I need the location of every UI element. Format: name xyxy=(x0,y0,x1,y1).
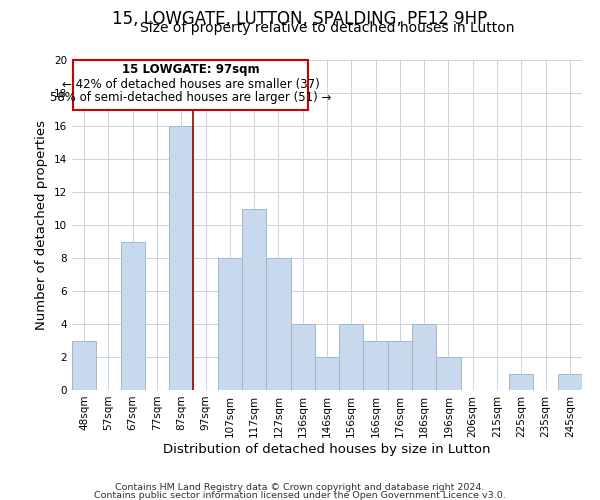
Bar xyxy=(364,340,388,390)
Bar xyxy=(266,258,290,390)
Bar xyxy=(218,258,242,390)
Text: 15, LOWGATE, LUTTON, SPALDING, PE12 9HP: 15, LOWGATE, LUTTON, SPALDING, PE12 9HP xyxy=(112,10,488,28)
X-axis label: Distribution of detached houses by size in Lutton: Distribution of detached houses by size … xyxy=(163,442,491,456)
Bar xyxy=(339,324,364,390)
Text: Contains HM Land Registry data © Crown copyright and database right 2024.: Contains HM Land Registry data © Crown c… xyxy=(115,483,485,492)
Text: 58% of semi-detached houses are larger (51) →: 58% of semi-detached houses are larger (… xyxy=(50,92,331,104)
Bar xyxy=(242,208,266,390)
Bar xyxy=(412,324,436,390)
Bar xyxy=(72,340,96,390)
Bar xyxy=(388,340,412,390)
Y-axis label: Number of detached properties: Number of detached properties xyxy=(35,120,49,330)
Text: ← 42% of detached houses are smaller (37): ← 42% of detached houses are smaller (37… xyxy=(62,78,319,91)
Bar xyxy=(315,357,339,390)
Bar xyxy=(436,357,461,390)
Bar xyxy=(121,242,145,390)
Text: Contains public sector information licensed under the Open Government Licence v3: Contains public sector information licen… xyxy=(94,490,506,500)
Text: 15 LOWGATE: 97sqm: 15 LOWGATE: 97sqm xyxy=(122,64,259,76)
Bar xyxy=(509,374,533,390)
Title: Size of property relative to detached houses in Lutton: Size of property relative to detached ho… xyxy=(140,21,514,35)
Bar xyxy=(290,324,315,390)
Bar xyxy=(558,374,582,390)
Bar xyxy=(169,126,193,390)
FancyBboxPatch shape xyxy=(73,60,308,110)
